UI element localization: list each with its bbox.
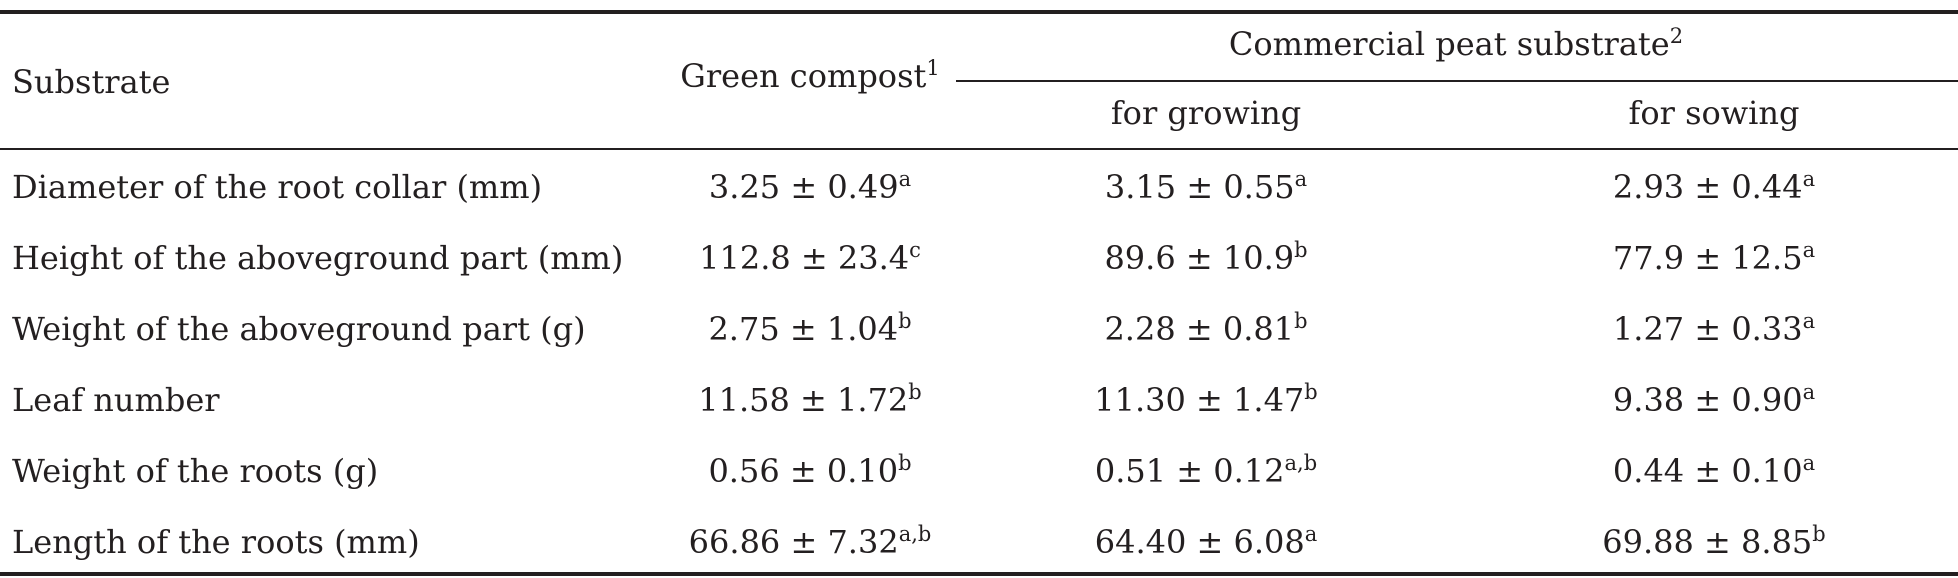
row-label: Height of the aboveground part (mm) [12, 238, 623, 278]
header-green-compost-text: Green compost [680, 57, 927, 95]
table-cell: 2.75 ± 1.04b [660, 309, 960, 349]
cell-value: 112.8 ± 23.4 [699, 239, 910, 277]
table-cell: 11.30 ± 1.47b [1056, 380, 1356, 420]
significance-letter: a,b [1284, 451, 1318, 475]
row-label-text: Diameter of the root collar (mm) [12, 168, 543, 206]
row-label-text: Weight of the roots (g) [12, 452, 379, 490]
cell-value: 77.9 ± 12.5 [1612, 239, 1803, 277]
row-label: Diameter of the root collar (mm) [12, 167, 542, 207]
table-cell: 64.40 ± 6.08a [1056, 522, 1356, 562]
header-for-sowing: for sowing [1564, 93, 1864, 133]
table-cell: 3.15 ± 0.55a [1056, 167, 1356, 207]
table-cell: 9.38 ± 0.90a [1564, 380, 1864, 420]
table-header-rule [0, 148, 1958, 150]
table-cell: 1.27 ± 0.33a [1564, 309, 1864, 349]
cell-value: 1.27 ± 0.33 [1612, 310, 1803, 348]
table-cell: 2.28 ± 0.81b [1056, 309, 1356, 349]
cell-value: 89.6 ± 10.9 [1104, 239, 1295, 277]
cell-value: 11.30 ± 1.47 [1094, 381, 1305, 419]
table-cell: 66.86 ± 7.32a,b [660, 522, 960, 562]
table-bottom-rule [0, 572, 1958, 576]
header-for-growing-text: for growing [1110, 94, 1302, 132]
significance-letter: b [898, 451, 912, 475]
cell-value: 0.56 ± 0.10 [708, 452, 899, 490]
significance-letter: b [1294, 238, 1308, 262]
row-label-text: Height of the aboveground part (mm) [12, 239, 624, 277]
cell-value: 11.58 ± 1.72 [698, 381, 909, 419]
row-label: Weight of the roots (g) [12, 451, 378, 491]
table-top-rule [0, 10, 1958, 14]
significance-letter: b [1304, 380, 1318, 404]
cell-value: 2.28 ± 0.81 [1104, 310, 1295, 348]
cell-value: 66.86 ± 7.32 [688, 523, 899, 561]
cell-value: 2.75 ± 1.04 [708, 310, 899, 348]
table-cell: 11.58 ± 1.72b [660, 380, 960, 420]
cell-value: 3.25 ± 0.49 [708, 168, 899, 206]
header-substrate-text: Substrate [12, 63, 171, 101]
significance-letter: b [1294, 309, 1308, 333]
cell-value: 64.40 ± 6.08 [1094, 523, 1305, 561]
header-green-compost-footnote: 1 [926, 56, 940, 80]
significance-letter: b [898, 309, 912, 333]
table-cell: 3.25 ± 0.49a [660, 167, 960, 207]
significance-letter: a [1802, 167, 1816, 191]
row-label: Weight of the aboveground part (g) [12, 309, 586, 349]
header-commercial-peat: Commercial peat substrate2 [1146, 24, 1766, 64]
cell-value: 0.44 ± 0.10 [1612, 452, 1803, 490]
header-commercial-peat-footnote: 2 [1669, 24, 1684, 48]
table-cell: 69.88 ± 8.85b [1564, 522, 1864, 562]
header-for-sowing-text: for sowing [1628, 94, 1800, 132]
cell-value: 2.93 ± 0.44 [1612, 168, 1803, 206]
table-cell: 2.93 ± 0.44a [1564, 167, 1864, 207]
cell-value: 69.88 ± 8.85 [1602, 523, 1813, 561]
cell-value: 9.38 ± 0.90 [1612, 381, 1803, 419]
cell-value: 3.15 ± 0.55 [1104, 168, 1295, 206]
table-cell: 0.44 ± 0.10a [1564, 451, 1864, 491]
table-cell: 89.6 ± 10.9b [1056, 238, 1356, 278]
significance-letter: a [1802, 380, 1816, 404]
significance-letter: a [898, 167, 912, 191]
header-for-growing: for growing [1056, 93, 1356, 133]
header-commercial-peat-text: Commercial peat substrate [1228, 25, 1670, 63]
row-label-text: Leaf number [12, 381, 220, 419]
significance-letter: a [1294, 167, 1308, 191]
cell-value: 0.51 ± 0.12 [1094, 452, 1285, 490]
significance-letter: b [1812, 522, 1826, 546]
row-label: Leaf number [12, 380, 220, 420]
significance-letter: c [909, 238, 921, 262]
row-label-text: Weight of the aboveground part (g) [12, 310, 586, 348]
row-label-text: Length of the roots (mm) [12, 523, 420, 561]
header-substrate: Substrate [12, 62, 170, 102]
table-cell: 0.51 ± 0.12a,b [1056, 451, 1356, 491]
table-cell: 112.8 ± 23.4c [660, 238, 960, 278]
row-label: Length of the roots (mm) [12, 522, 420, 562]
significance-letter: a [1304, 522, 1318, 546]
significance-letter: a [1802, 309, 1816, 333]
table-cell: 77.9 ± 12.5a [1564, 238, 1864, 278]
header-green-compost: Green compost1 [660, 56, 960, 96]
table-cell: 0.56 ± 0.10b [660, 451, 960, 491]
significance-letter: b [908, 380, 922, 404]
commercial-peat-span-rule [956, 80, 1958, 82]
significance-letter: a [1802, 451, 1816, 475]
significance-letter: a,b [898, 522, 932, 546]
significance-letter: a [1802, 238, 1816, 262]
